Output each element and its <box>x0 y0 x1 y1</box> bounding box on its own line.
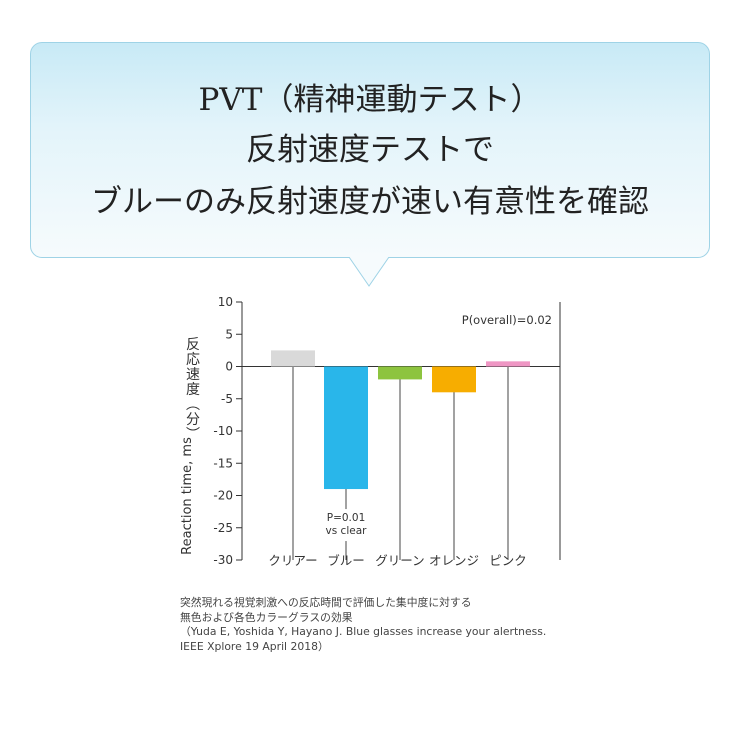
bar-3 <box>378 366 422 380</box>
reaction-time-bar-chart: 10 5 0 -5 -10 -15 -20 -25 -30 反応速度（分）Reaction tim… <box>180 295 561 568</box>
headline-line-1: PVT（精神運動テスト） <box>198 82 542 118</box>
caption-line-4: IEEE Xplore 19 April 2018） <box>180 639 329 653</box>
y-tick-label: -5 <box>221 392 233 406</box>
category-label: ブルー <box>327 553 365 568</box>
category-label: クリアー <box>268 553 317 568</box>
category-label: グリーン <box>375 553 424 568</box>
y-tick-label: -25 <box>213 521 233 535</box>
y-tick-label: 5 <box>225 327 233 341</box>
y-tick-label: 10 <box>218 295 233 309</box>
bar-2 <box>324 366 368 490</box>
figure-caption: 突然現れる視覚刺激への反応時間で評価した集中度に対する 無色および各色カラーグラ… <box>180 596 600 654</box>
headline-line-3: ブルーのみ反射速度が速い有意性を確認 <box>91 184 649 220</box>
caption-line-3: （Yuda E, Yoshida Y, Hayano J. Blue glass… <box>180 625 547 638</box>
chart: 10 5 0 -5 -10 -15 -20 -25 -30 反応速度（分） Reaction tim… <box>170 290 580 590</box>
annotation-background <box>320 509 372 542</box>
caption-line-2: 無色および各色カラーグラスの効果 <box>180 610 353 624</box>
y-axis-title-en: Reaction time, ms <box>180 437 195 555</box>
y-axis-title-ja: 反応速度（分） <box>184 337 200 442</box>
headline-line-2: 反射速度テストで <box>246 132 494 168</box>
callout-pointer <box>349 257 389 287</box>
y-tick-label: 0 <box>225 360 233 374</box>
bar-1 <box>271 350 315 367</box>
annotation-overall-p: P(overall)=0.02 <box>462 313 552 327</box>
y-tick-label: -15 <box>213 456 233 470</box>
headline: PVT（精神運動テスト） 反射速度テストで ブルーのみ反射速度が速い有意性を確認 <box>30 74 710 228</box>
category-label: オレンジ <box>429 553 479 568</box>
y-tick-label: -20 <box>213 489 233 503</box>
y-tick-label: -30 <box>213 553 233 567</box>
caption-line-1: 突然現れる視覚刺激への反応時間で評価した集中度に対する <box>180 596 472 609</box>
annotation-blue-vs: vs clear <box>326 525 368 537</box>
annotation-blue-p: P=0.01 <box>327 512 366 524</box>
y-tick-label: -10 <box>213 424 233 438</box>
bar-5 <box>486 361 530 367</box>
category-label: ピンク <box>489 553 527 568</box>
bar-4 <box>432 366 476 393</box>
headline-callout <box>30 42 710 258</box>
